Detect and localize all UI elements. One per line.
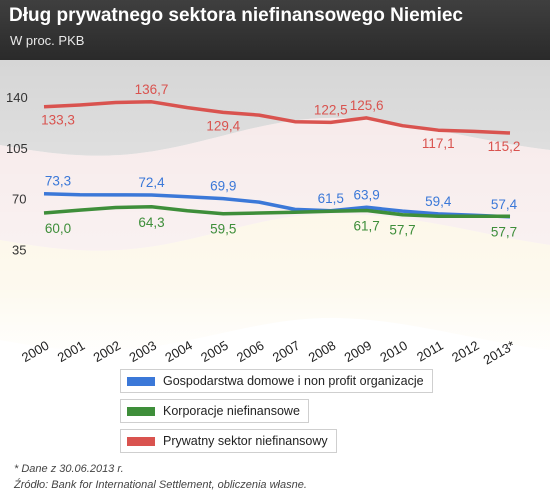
data-label: 57,7 [491, 224, 517, 239]
data-label: 117,1 [422, 136, 455, 151]
series-lines [43, 100, 511, 219]
legend-item-prywatny: Prywatny sektor niefinansowy [120, 429, 337, 453]
y-tick-label: 70 [12, 192, 26, 207]
footnote-source: Źródło: Bank for International Settlemen… [14, 479, 307, 491]
legend-label-gospodarstwa: Gospodarstwa domowe i non profit organiz… [163, 374, 424, 388]
chart-subtitle: W proc. PKB [10, 33, 85, 48]
data-label: 73,3 [45, 174, 71, 189]
data-label: 57,7 [389, 223, 415, 238]
footnote: * Dane z 30.06.2013 r. Źródło: Bank for … [14, 461, 307, 493]
data-label: 122,5 [314, 102, 348, 117]
y-axis: 35 70 105 140 [6, 90, 28, 257]
data-label: 69,9 [210, 179, 236, 194]
data-label: 125,6 [350, 98, 384, 113]
data-label: 59,5 [210, 222, 236, 237]
data-label: 60,0 [45, 221, 71, 236]
series-line-korporacje [43, 205, 511, 219]
chart-title: Dług prywatnego sektora niefinansowego N… [9, 5, 463, 26]
legend-swatch-korporacje [127, 406, 155, 416]
data-label: 133,3 [41, 113, 75, 128]
header-band [0, 0, 550, 60]
legend-item-korporacje: Korporacje niefinansowe [120, 399, 309, 423]
legend-label-prywatny: Prywatny sektor niefinansowy [163, 434, 328, 448]
legend-item-gospodarstwa: Gospodarstwa domowe i non profit organiz… [120, 369, 433, 393]
legend-swatch-prywatny [127, 436, 155, 446]
series-line-prywatny [43, 100, 511, 135]
data-labels: 73,3 72,4 69,9 61,5 63,9 59,4 57,4 60,0 64,3 59,5… [41, 82, 520, 240]
y-tick-label: 35 [12, 242, 26, 257]
data-label: 64,3 [138, 215, 164, 230]
data-label: 136,7 [135, 82, 169, 97]
legend: Gospodarstwa domowe i non profit organiz… [120, 369, 450, 459]
legend-label-korporacje: Korporacje niefinansowe [163, 404, 300, 418]
y-tick-label: 140 [6, 90, 28, 105]
footnote-date: * Dane z 30.06.2013 r. [14, 463, 124, 475]
data-label: 72,4 [138, 175, 165, 190]
data-label: 129,4 [206, 118, 240, 133]
legend-swatch-gospodarstwa [127, 376, 155, 386]
data-label: 61,7 [353, 219, 379, 234]
series-line-gospodarstwa [43, 191, 511, 219]
data-label: 61,5 [318, 191, 344, 206]
flag-background [0, 60, 550, 370]
data-label: 57,4 [491, 197, 518, 212]
y-tick-label: 105 [6, 141, 28, 156]
data-label: 59,4 [425, 194, 452, 209]
data-label: 63,9 [353, 187, 379, 202]
data-label: 115,2 [488, 139, 521, 154]
